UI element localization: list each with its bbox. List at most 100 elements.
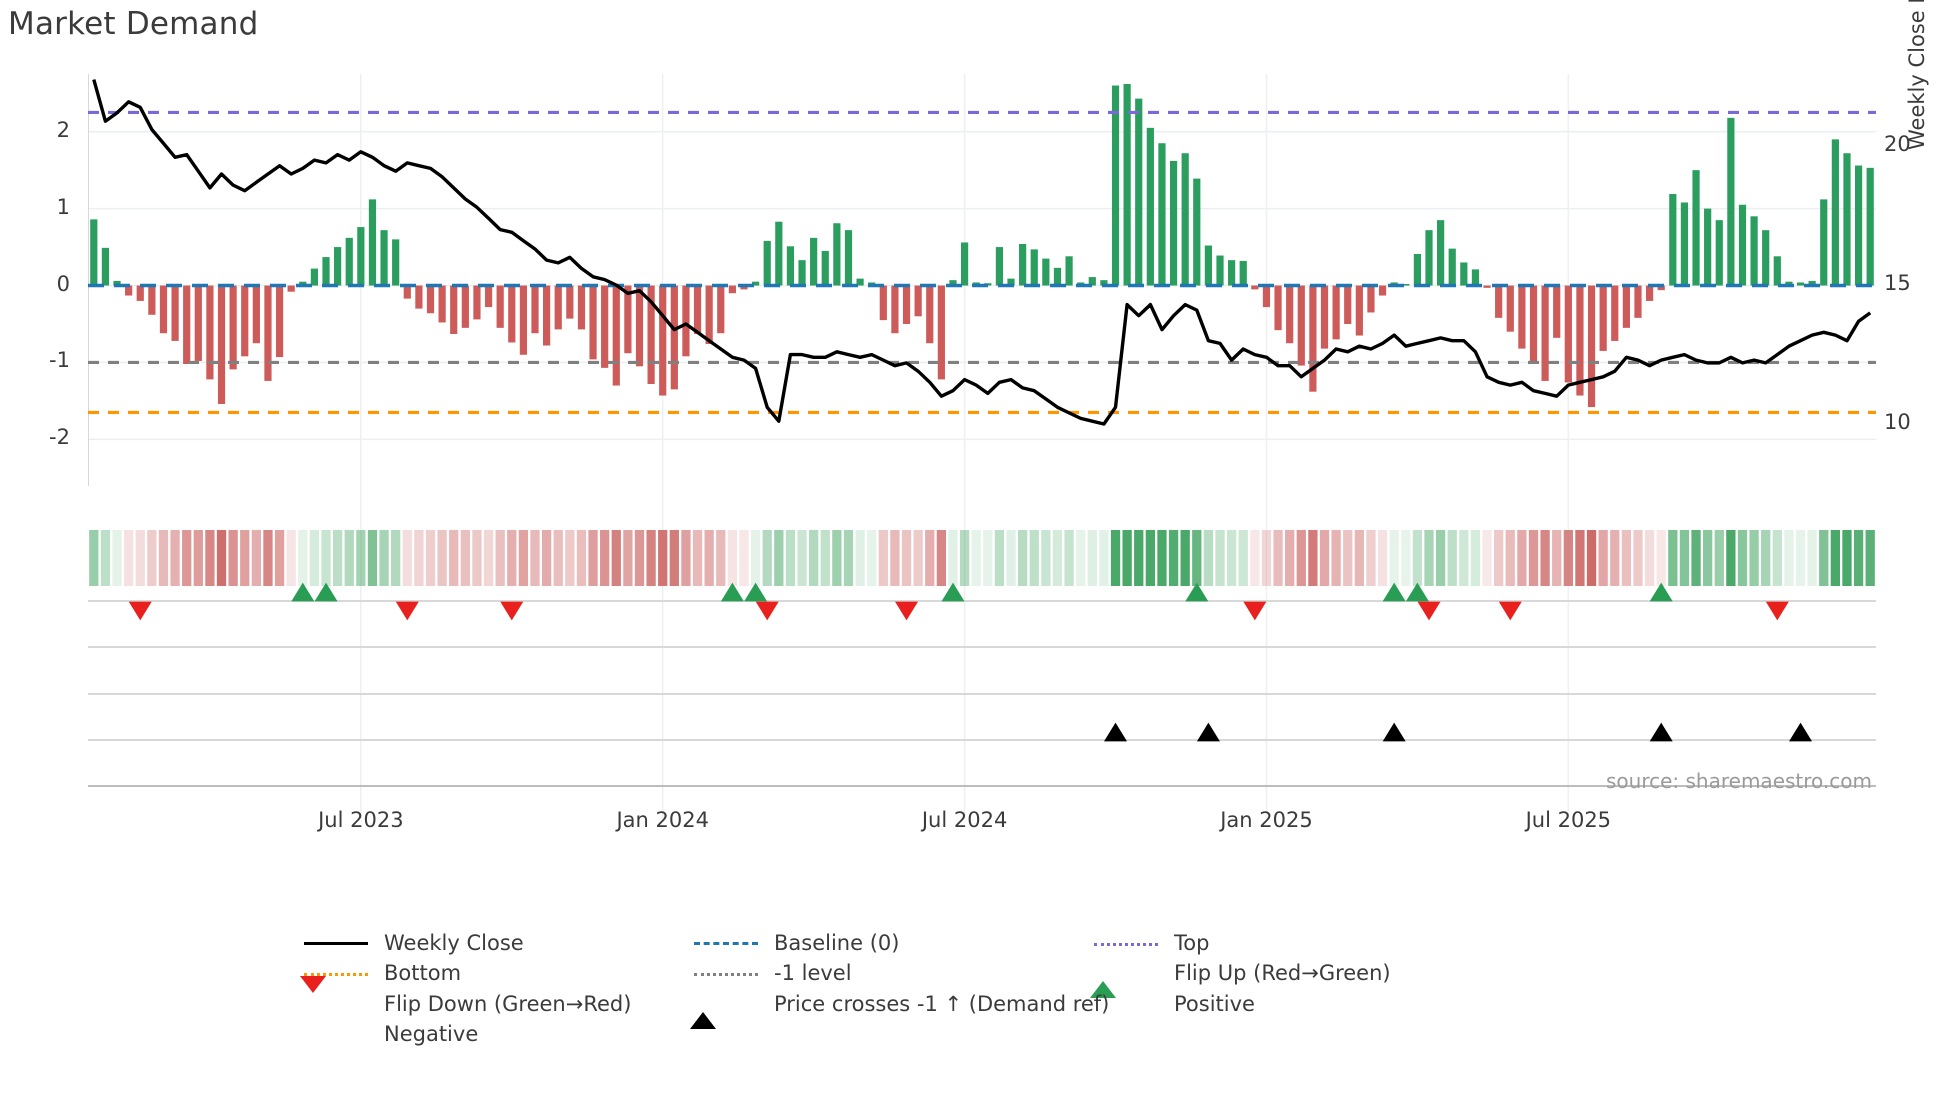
demand-bar-positive — [1471, 269, 1480, 286]
legend-label: Baseline (0) — [774, 931, 900, 955]
demand-bar-negative — [566, 285, 574, 319]
demand-bar-negative — [426, 285, 435, 314]
heatmap-cell — [541, 530, 552, 586]
demand-bar-positive — [833, 223, 841, 286]
legend-item[interactable]: Negative — [300, 1019, 478, 1049]
dotted-purple-line-icon — [1090, 932, 1162, 954]
demand-bar-positive — [995, 247, 1004, 286]
heatmap-cell — [1215, 530, 1225, 586]
heatmap-cell — [901, 530, 912, 586]
legend-item[interactable]: Price crosses -1 ↑ (Demand ref) — [690, 989, 1110, 1029]
heatmap-cell — [1679, 530, 1690, 586]
chart-svg — [88, 74, 1876, 819]
heatmap-cell — [1737, 530, 1748, 586]
demand-bar-negative — [1320, 285, 1329, 349]
demand-bar-positive — [334, 247, 342, 286]
legend-label: Flip Down (Green→Red) — [384, 992, 632, 1016]
demand-bar-negative — [275, 285, 284, 358]
legend-item[interactable]: Positive — [1090, 989, 1255, 1019]
heatmap-cell — [449, 530, 459, 586]
heatmap-cell — [1238, 530, 1248, 586]
demand-bar-positive — [1843, 153, 1851, 286]
heatmap-cell — [193, 530, 203, 586]
demand-bar-positive — [1796, 282, 1805, 286]
demand-bar-negative — [670, 285, 678, 390]
demand-bar-positive — [1181, 153, 1189, 286]
heatmap-cell — [379, 530, 389, 586]
heatmap-cell — [1714, 530, 1724, 586]
heatmap-cell — [1691, 530, 1701, 586]
demand-bar-negative — [879, 285, 887, 321]
demand-bar-negative — [1378, 285, 1387, 296]
demand-bar-negative — [891, 285, 899, 334]
demand-bar-negative — [450, 285, 458, 334]
demand-bar-positive — [1123, 84, 1131, 286]
flip-up-marker — [1405, 582, 1429, 602]
price-cross-up-marker — [1649, 722, 1673, 742]
solid-black-line-icon — [300, 932, 372, 954]
heatmap-cell — [1563, 530, 1573, 586]
heatmap-cell — [1424, 530, 1434, 586]
heatmap-cell — [1331, 530, 1341, 586]
demand-bar-negative — [659, 285, 667, 396]
heatmap-cell — [286, 530, 296, 586]
demand-bar-positive — [1692, 170, 1700, 286]
legend-label: Price crosses -1 ↑ (Demand ref) — [774, 992, 1110, 1016]
heatmap-cell — [1726, 530, 1736, 586]
heatmap-cell — [158, 530, 169, 586]
legend-item[interactable]: Bottom — [300, 958, 461, 988]
legend-item[interactable]: Flip Up (Red→Green) — [1090, 958, 1391, 998]
legend-item[interactable]: Baseline (0) — [690, 928, 899, 958]
demand-bar-negative — [682, 285, 690, 357]
demand-bar-negative — [554, 285, 562, 330]
demand-bar-negative — [136, 285, 144, 301]
demand-bar-negative — [1599, 285, 1607, 351]
heatmap-cell — [472, 530, 482, 586]
black-up-triangle-icon — [690, 993, 762, 1029]
demand-bar-negative — [543, 285, 551, 346]
heatmap-cell — [971, 530, 981, 586]
demand-bar-negative — [717, 285, 725, 334]
demand-bar-negative — [1286, 285, 1294, 344]
heatmap-cell — [1505, 530, 1515, 586]
heatmap-cell — [1575, 530, 1585, 586]
demand-bar-negative — [415, 285, 423, 309]
heatmap-cell — [1377, 530, 1388, 586]
heatmap-cell — [1099, 530, 1109, 586]
legend-item[interactable]: -1 level — [690, 958, 852, 988]
demand-bar-negative — [728, 285, 736, 294]
demand-bar-negative — [519, 285, 527, 355]
demand-bar-negative — [252, 285, 260, 344]
heatmap-cell — [855, 530, 865, 586]
legend-item[interactable]: Top — [1090, 928, 1209, 958]
heatmap-cell — [878, 530, 888, 586]
heatmap-cell — [251, 530, 261, 586]
heatmap-cell — [1366, 530, 1376, 586]
demand-bar-positive — [1773, 256, 1781, 286]
heatmap-cell — [750, 530, 761, 586]
demand-bar-positive — [1413, 254, 1421, 286]
demand-bar-negative — [1367, 285, 1375, 313]
legend-item[interactable]: Flip Down (Green→Red) — [300, 976, 632, 1019]
y-tick-right: 10 — [1884, 410, 1911, 434]
heatmap-cell — [100, 530, 111, 586]
heatmap-cell — [460, 530, 470, 586]
demand-bar-positive — [1402, 284, 1410, 286]
flip-up-marker — [744, 582, 768, 602]
legend-label: Negative — [384, 1022, 479, 1046]
demand-bar-negative — [264, 285, 272, 381]
heatmap-cell — [1087, 530, 1097, 586]
heatmap-cell — [402, 530, 412, 586]
legend-item[interactable]: Weekly Close — [300, 928, 524, 958]
demand-bar-positive — [786, 246, 795, 286]
x-tick: Jul 2025 — [1525, 808, 1612, 832]
demand-bar-positive — [1727, 117, 1735, 286]
heatmap-cell — [925, 530, 935, 586]
heatmap-cell — [332, 530, 343, 586]
heatmap-cell — [1134, 530, 1144, 586]
price-cross-up-marker — [1382, 722, 1406, 742]
demand-bar-negative — [148, 285, 156, 315]
heatmap-cell — [994, 530, 1005, 586]
price-cross-up-marker — [1104, 722, 1128, 742]
demand-bar-negative — [438, 285, 446, 323]
